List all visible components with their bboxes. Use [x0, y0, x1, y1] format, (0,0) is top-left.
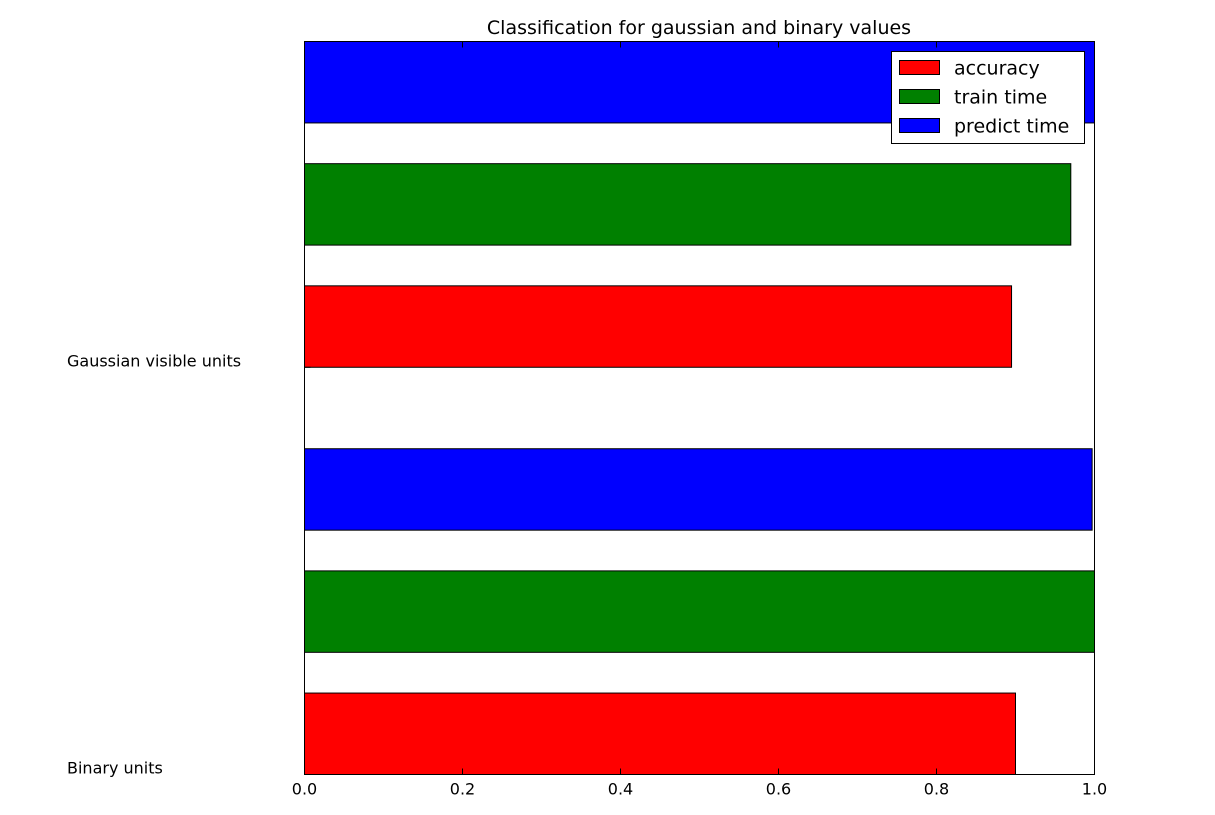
bar-train-time-gaussian	[304, 163, 1072, 246]
x-axis: 0.0 0.2 0.4 0.6 0.8 1.0	[292, 41, 1107, 799]
legend-swatch	[899, 60, 940, 75]
x-tick-label: 0.4	[608, 780, 633, 799]
x-tick-label: 0.0	[292, 780, 317, 799]
x-tick-label: 0.6	[766, 780, 791, 799]
x-tick-label: 0.8	[924, 780, 949, 799]
legend-label: train time	[954, 87, 1047, 109]
bar-accuracy-binary	[304, 692, 1016, 775]
y-tick-label: Binary units	[67, 759, 163, 778]
bar-train-time-binary	[304, 570, 1095, 653]
x-tick-label: 1.0	[1082, 780, 1107, 799]
legend-label: predict time	[954, 116, 1069, 138]
legend-swatch	[899, 89, 940, 104]
legend-items: accuracy train time predict time	[899, 58, 1069, 138]
legend-label: accuracy	[954, 58, 1040, 80]
chart-title: Classification for gaussian and binary v…	[487, 17, 911, 39]
y-tick-label: Gaussian visible units	[67, 351, 241, 370]
bars-group	[304, 41, 1095, 775]
legend: accuracy train time predict time	[891, 51, 1085, 144]
plot-frame	[304, 41, 1095, 775]
bar-predict-time-binary	[304, 448, 1093, 531]
bar-accuracy-gaussian	[304, 285, 1013, 368]
x-tick-label: 0.2	[450, 780, 475, 799]
legend-swatch	[899, 118, 940, 133]
y-axis: Binary units Gaussian visible units	[67, 351, 311, 778]
